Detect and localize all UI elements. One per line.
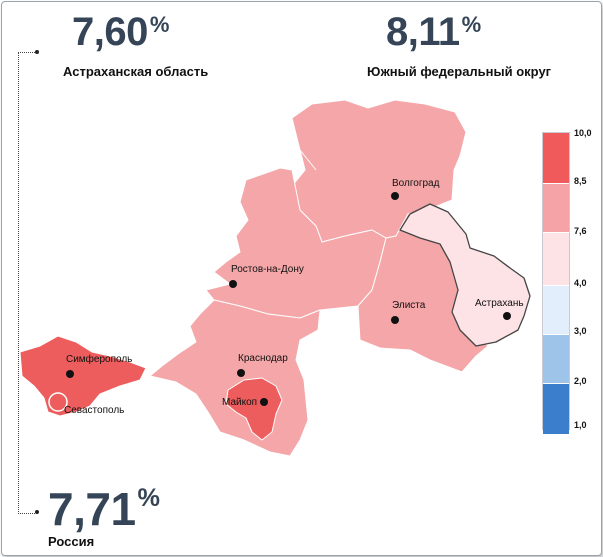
legend-tick-6: 2,0 [574, 376, 587, 386]
city-label-elista: Элиста [392, 300, 426, 311]
city-label-krasnodar: Краснодар [238, 353, 288, 364]
district-label: Южный федеральный округ [367, 64, 552, 79]
city-dot-astrakhan[interactable] [503, 312, 511, 320]
region-label: Астраханская область [63, 64, 209, 79]
legend-tick-7: 1,0 [574, 420, 587, 430]
legend-tick-2: 8,5 [574, 176, 587, 186]
country-label: Россия [48, 534, 95, 549]
city-label-rostov: Ростов-на-Дону [231, 264, 304, 275]
dotted-connector [18, 52, 37, 514]
city-label-astrakhan: Астрахань [475, 298, 524, 309]
region-adygea[interactable] [225, 377, 283, 441]
city-dot-elista[interactable] [391, 316, 399, 324]
city-label-maykop: Майкоп [222, 397, 257, 408]
region-percent: 7,60% [72, 10, 169, 54]
region-krasnodar[interactable] [149, 299, 321, 457]
region-astrakhan[interactable] [399, 203, 531, 347]
legend-band-2 [543, 184, 569, 233]
legend-band-4 [543, 286, 569, 335]
connector-dot-top [35, 50, 39, 54]
legend-band-1 [543, 133, 569, 184]
city-dot-maykop[interactable] [260, 398, 268, 406]
city-label-simferopol: Симферополь [66, 353, 132, 365]
region-sevastopol[interactable] [48, 392, 68, 412]
color-legend [542, 132, 570, 435]
city-label-sevastopol: Севастополь [64, 405, 124, 416]
country-percent: 7,71% [48, 483, 160, 535]
legend-tick-5: 3,0 [574, 326, 587, 336]
legend-band-5 [543, 335, 569, 384]
legend-tick-3: 7,6 [574, 226, 587, 236]
legend-band-6 [543, 384, 569, 435]
legend-band-3 [543, 233, 569, 286]
city-dot-krasnodar[interactable] [237, 369, 245, 377]
city-dot-simferopol[interactable] [66, 370, 74, 378]
city-label-volgograd: Волгоград [392, 178, 440, 189]
connector-dot-bottom [35, 510, 39, 514]
district-percent: 8,11% [386, 10, 481, 54]
city-dot-rostov[interactable] [229, 280, 237, 288]
legend-tick-4: 4,0 [574, 278, 587, 288]
city-dot-volgograd[interactable] [391, 192, 399, 200]
legend-tick-1: 10,0 [574, 128, 592, 138]
